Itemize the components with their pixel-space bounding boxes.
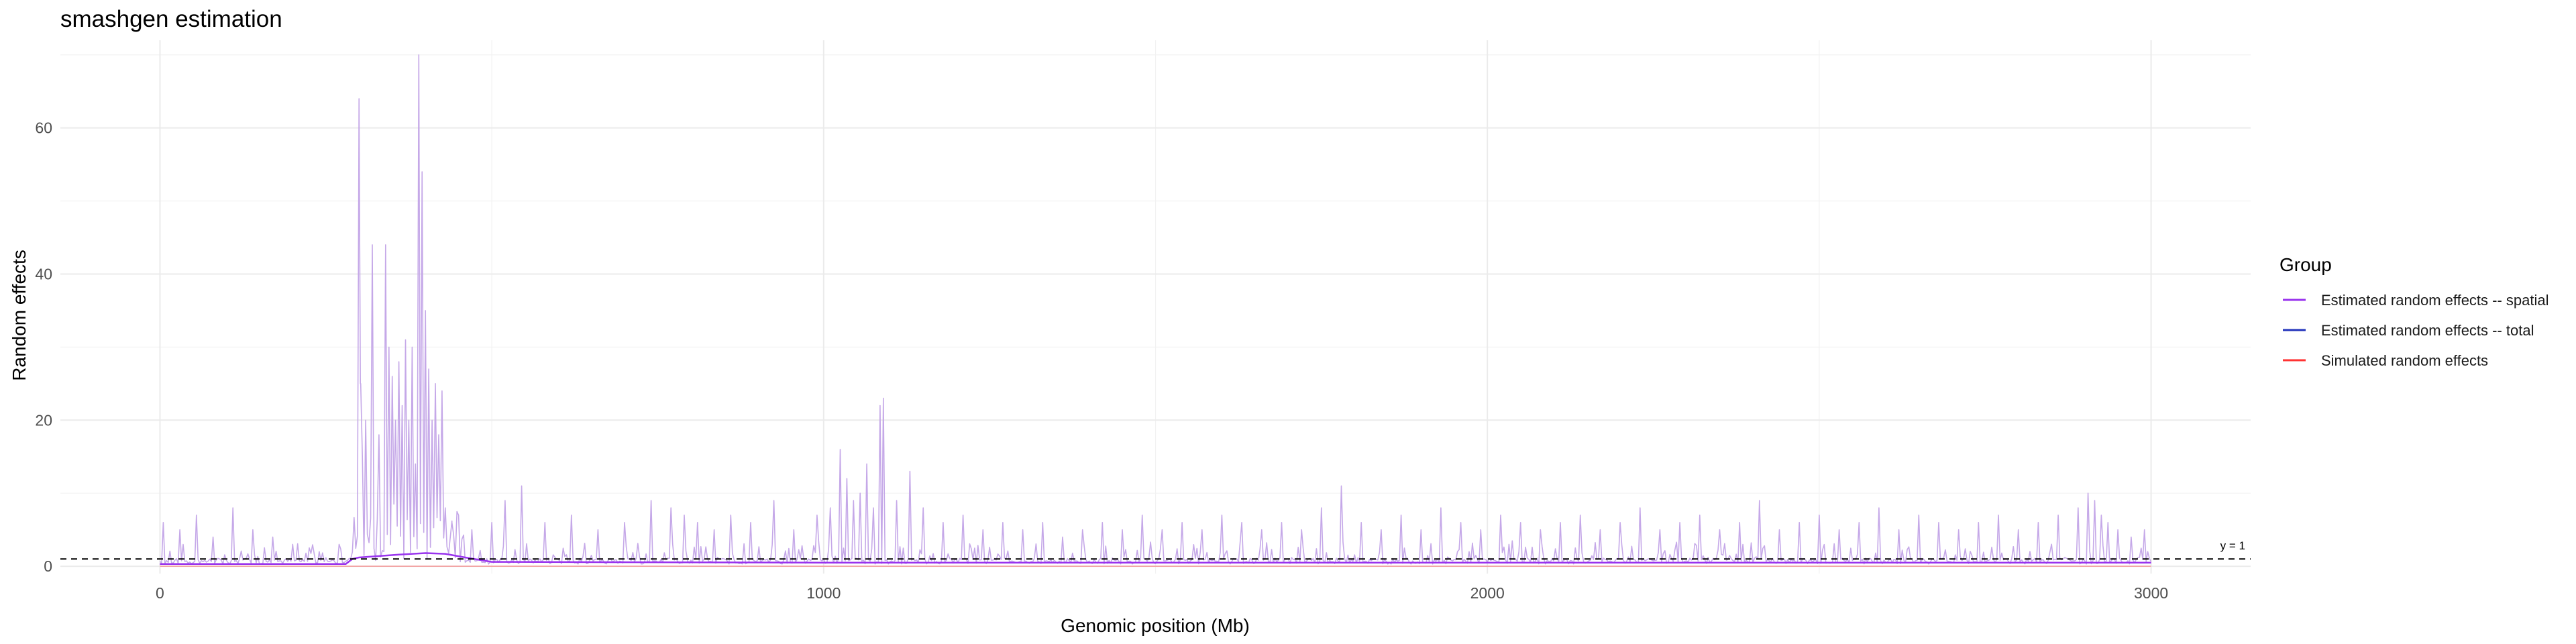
legend-label: Estimated random effects -- spatial [2321,292,2549,309]
legend-label: Estimated random effects -- total [2321,322,2534,339]
x-tick-label: 1000 [806,584,841,602]
chart-title: smashgen estimation [60,6,282,32]
legend-title: Group [2279,254,2332,275]
y-tick-label: 0 [44,557,52,575]
reference-line-label: y = 1 [2220,539,2245,552]
legend: Group Estimated random effects -- spatia… [2279,254,2549,369]
legend-label: Simulated random effects [2321,352,2488,369]
y-tick-label: 60 [35,119,52,137]
x-tick-label: 2000 [1470,584,1505,602]
y-tick-label: 20 [35,411,52,429]
y-tick-label: 40 [35,265,52,282]
y-axis-title: Random effects [9,250,30,381]
grid [60,40,2251,574]
x-tick-label: 0 [156,584,164,602]
reference-line: y = 1 [60,539,2251,560]
x-tick-label: 3000 [2134,584,2168,602]
x-axis-title: Genomic position (Mb) [1061,615,1250,636]
ticks: 0 20 40 60 0 1000 2000 3000 [35,119,2168,602]
